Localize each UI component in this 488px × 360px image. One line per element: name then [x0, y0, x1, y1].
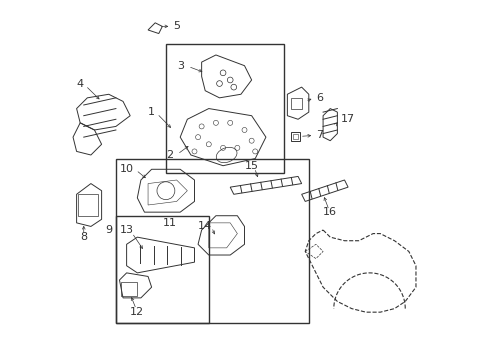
Text: 15: 15	[244, 161, 258, 171]
Text: 5: 5	[173, 21, 180, 31]
Text: 17: 17	[340, 114, 354, 124]
Text: 12: 12	[130, 307, 144, 317]
Text: 6: 6	[315, 93, 322, 103]
Text: 11: 11	[162, 218, 176, 228]
Text: 7: 7	[315, 130, 323, 140]
Text: 16: 16	[323, 207, 337, 217]
Text: 4: 4	[77, 78, 83, 89]
Text: 10: 10	[120, 164, 134, 174]
Text: 2: 2	[165, 150, 173, 160]
Text: 9: 9	[105, 225, 112, 235]
Text: 13: 13	[120, 225, 133, 235]
Bar	[290, 132, 299, 141]
Bar	[290, 98, 301, 109]
Bar	[292, 134, 298, 139]
Bar	[116, 158, 308, 323]
Text: 3: 3	[176, 61, 183, 71]
Bar	[116, 216, 208, 323]
Bar	[165, 44, 283, 173]
Text: 8: 8	[80, 232, 87, 242]
Bar	[121, 282, 137, 296]
Text: 1: 1	[148, 107, 155, 117]
Text: 14: 14	[198, 221, 212, 231]
Bar	[78, 194, 98, 216]
